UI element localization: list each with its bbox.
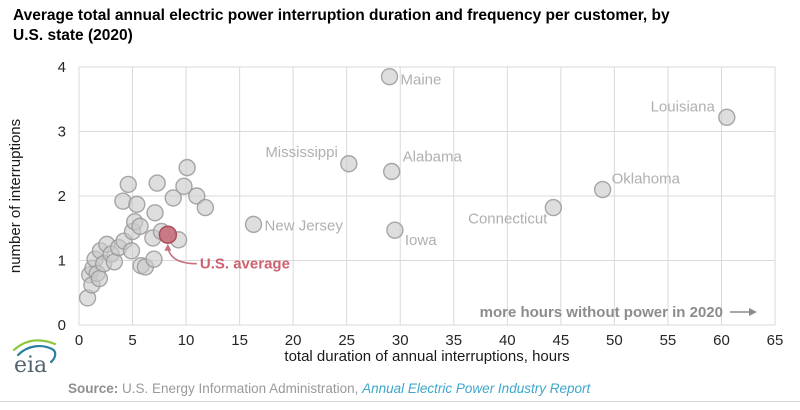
- data-point: [90, 269, 109, 288]
- x-tick-label: 50: [606, 332, 623, 349]
- x-tick-label: 0: [75, 332, 83, 349]
- y-tick-label: 2: [58, 188, 66, 205]
- state-label: Alabama: [403, 148, 463, 165]
- data-point: [148, 174, 166, 192]
- state-label: Oklahoma: [612, 171, 681, 188]
- x-tick-label: 25: [338, 332, 355, 349]
- data-point: [188, 187, 206, 205]
- data-point: [718, 108, 736, 127]
- data-point: [122, 242, 141, 260]
- y-tick-label: 4: [58, 59, 66, 76]
- data-point: [128, 195, 146, 214]
- x-tick-label: 60: [713, 332, 730, 349]
- x-tick-label: 35: [445, 332, 462, 349]
- state-label: Connecticut: [468, 211, 548, 228]
- x-tick-label: 5: [128, 332, 136, 349]
- x-tick-label: 20: [285, 332, 302, 349]
- eia-logo-green-swoosh-icon: [12, 339, 57, 352]
- data-point: [119, 175, 137, 194]
- data-point: [164, 189, 182, 207]
- x-tick-label: 45: [553, 332, 570, 349]
- eia-logo: eia: [10, 334, 62, 382]
- data-point: [380, 67, 399, 86]
- data-point: [175, 177, 193, 196]
- data-point: [340, 155, 358, 173]
- source-line: Source: U.S. Energy Information Administ…: [68, 381, 792, 396]
- plot-border: [78, 66, 776, 326]
- data-point: [244, 215, 263, 234]
- data-point: [131, 217, 149, 236]
- page-title: Average total annual electric power inte…: [13, 6, 791, 47]
- data-point: [593, 180, 612, 199]
- data-point: [386, 221, 404, 239]
- annotation-arrowhead-icon: [749, 308, 757, 316]
- state-label: Mississippi: [265, 144, 338, 161]
- us-average-label: U.S. average: [200, 256, 290, 273]
- y-tick-label: 0: [58, 317, 66, 334]
- state-label: Iowa: [405, 232, 437, 249]
- state-label: Louisiana: [651, 98, 716, 115]
- source-label: Source:: [68, 381, 119, 396]
- data-point: [146, 204, 164, 222]
- x-tick-label: 15: [231, 332, 248, 349]
- data-point: [382, 162, 401, 181]
- us-average-callout-curve-icon: [167, 246, 197, 265]
- eia-logo-text: eia: [14, 353, 47, 378]
- source-report-link[interactable]: Annual Electric Power Industry Report: [362, 381, 591, 396]
- state-label: New Jersey: [265, 217, 344, 234]
- us-average-point: [158, 225, 178, 244]
- state-label: Maine: [401, 72, 442, 89]
- data-point: [178, 158, 196, 177]
- eia-logo-blue-swoosh-icon: [16, 344, 57, 364]
- x-axis-title: total duration of annual interruptions, …: [284, 348, 569, 365]
- data-point: [196, 198, 215, 217]
- x-tick-label: 65: [767, 332, 784, 349]
- page-title-line1: Average total annual electric power inte…: [13, 7, 670, 24]
- more-hours-annotation: more hours without power in 2020: [480, 304, 723, 321]
- data-point: [544, 198, 563, 217]
- x-tick-label: 10: [178, 332, 195, 349]
- x-tick-label: 30: [392, 332, 409, 349]
- source-text: U.S. Energy Information Administration,: [118, 381, 363, 396]
- bottom-divider: [0, 401, 800, 402]
- y-tick-label: 3: [58, 124, 66, 141]
- page-title-line2: U.S. state (2020): [13, 27, 133, 45]
- y-tick-label: 1: [58, 253, 66, 270]
- y-axis-title: number of interruptions: [7, 119, 24, 273]
- us-average-callout-arrowhead-icon: [164, 243, 172, 251]
- data-point: [145, 250, 163, 268]
- x-tick-label: 40: [499, 332, 516, 349]
- x-tick-label: 55: [660, 332, 677, 349]
